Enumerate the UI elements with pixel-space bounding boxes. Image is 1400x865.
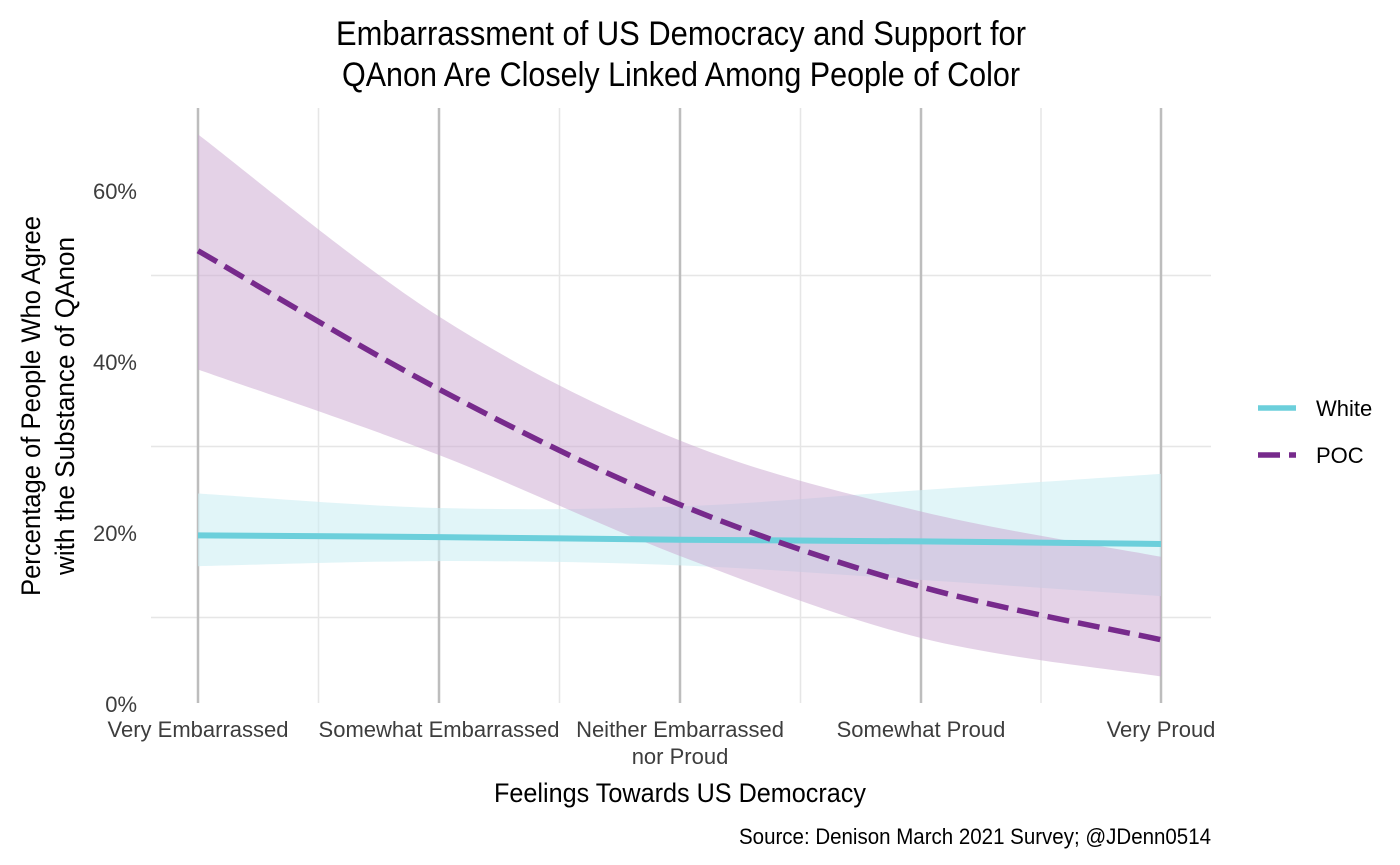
legend-label-white: White [1316,396,1372,421]
legend-item-white: White [1258,396,1372,421]
y-axis-title-line-2: with the Substance of QAnon [50,237,80,576]
y-tick-label: 0% [105,692,137,717]
x-axis-title: Feelings Towards US Democracy [494,778,866,808]
y-tick-label: 60% [93,179,137,204]
caption: Source: Denison March 2021 Survey; @JDen… [739,824,1211,849]
x-axis-ticks: Very Embarrassed Somewhat Embarrassed Neit… [108,717,1216,769]
chart-title-line-2: QAnon Are Closely Linked Among People of… [342,56,1020,94]
legend-label-poc: POC [1316,443,1364,468]
y-tick-label: 40% [93,350,137,375]
chart-title-line-1: Embarrassment of US Democracy and Suppor… [336,15,1026,53]
x-tick-label: Very Proud [1107,717,1216,742]
series-lines [196,248,1162,643]
x-tick-label: Neither Embarrassed nor Proud [576,717,784,769]
y-axis-ticks: 0% 20% 40% 60% [93,179,137,717]
y-axis-title-line-1: Percentage of People Who Agree [16,216,46,596]
legend: White POC [1258,396,1372,468]
x-tick-label: Somewhat Proud [837,717,1006,742]
x-tick-label: Very Embarrassed [108,717,289,742]
y-tick-label: 20% [93,521,137,546]
series-line-poc [196,248,1162,643]
x-tick-label: Somewhat Embarrassed [319,717,560,742]
legend-item-poc: POC [1258,443,1364,468]
